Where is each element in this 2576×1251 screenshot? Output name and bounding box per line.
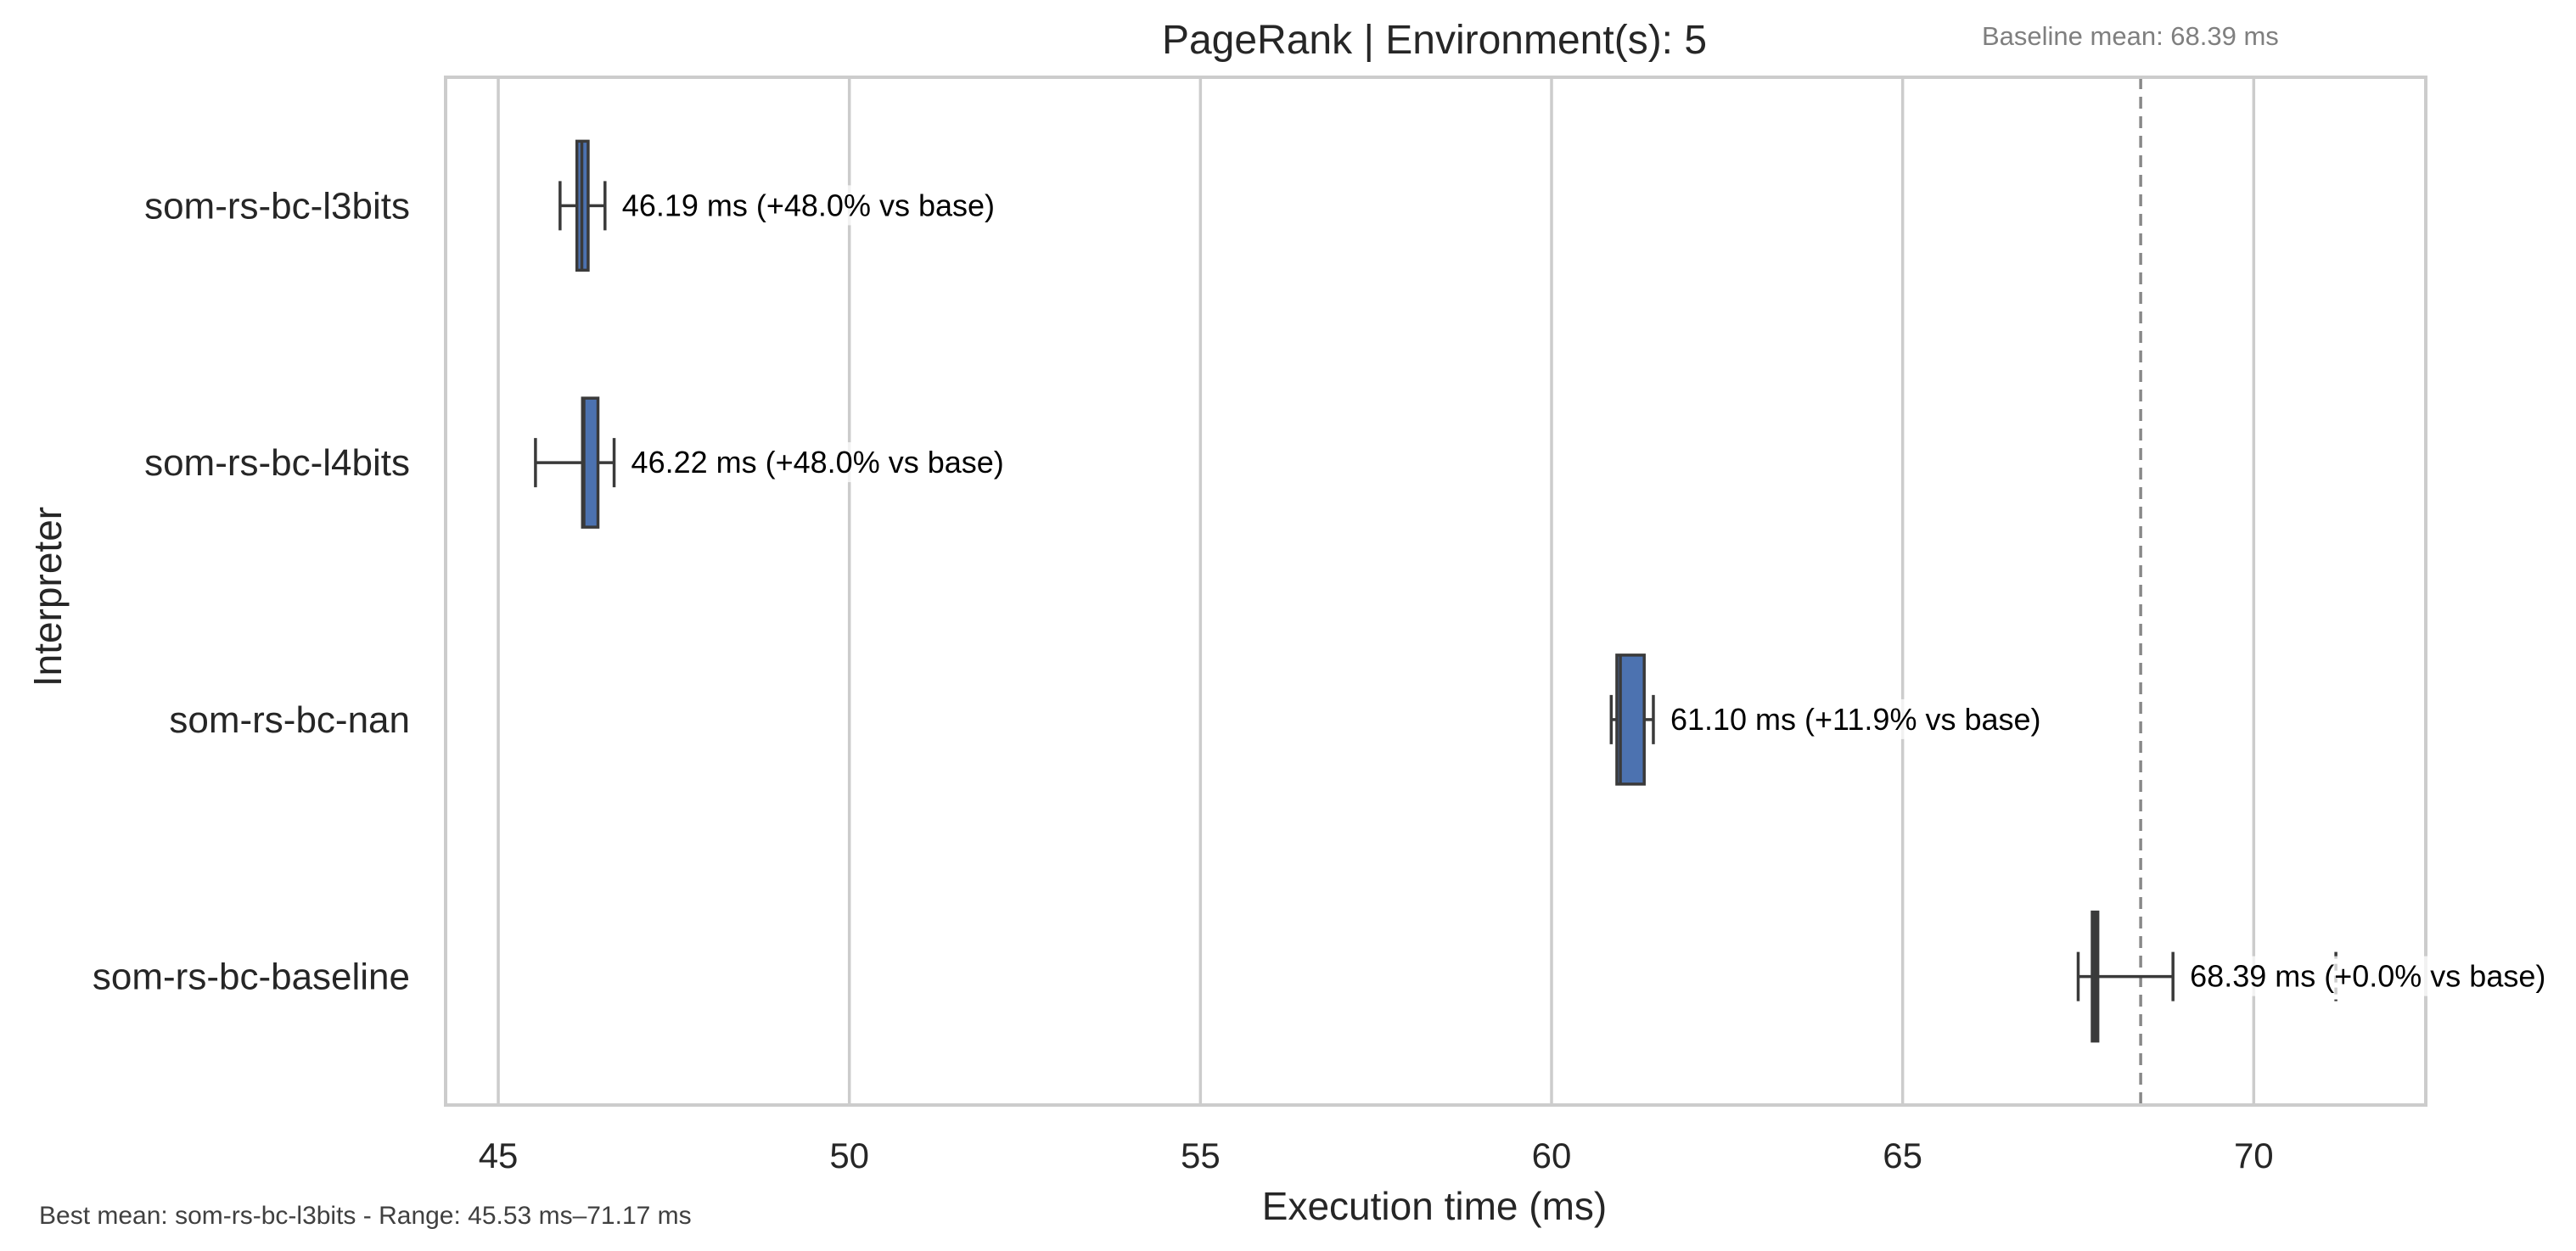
y-category-label: som-rs-bc-nan xyxy=(169,699,410,741)
x-tick-label: 45 xyxy=(479,1136,519,1175)
footnote: Best mean: som-rs-bc-l3bits - Range: 45.… xyxy=(39,1202,692,1230)
y-category-label: som-rs-bc-l4bits xyxy=(144,442,410,484)
value-labels: 46.19 ms (+48.0% vs base) 46.22 ms (+48.0… xyxy=(616,185,2551,996)
plot-frame xyxy=(444,76,2427,1107)
x-tick-label: 60 xyxy=(1532,1136,1572,1175)
y-category-label: som-rs-bc-l3bits xyxy=(144,185,410,227)
value-label-background xyxy=(1664,698,2046,739)
y-category-label: som-rs-bc-baseline xyxy=(93,956,410,998)
x-axis-label: Execution time (ms) xyxy=(1262,1184,1607,1228)
value-label-background xyxy=(626,442,1009,483)
boxes xyxy=(534,139,2337,1043)
y-category-labels: som-rs-bc-l3bits som-rs-bc-l4bits som-rs-b… xyxy=(93,185,410,997)
value-label: 68.39 ms (+0.0% vs base) xyxy=(2190,959,2545,994)
baseline-label: Baseline mean: 68.39 ms xyxy=(1982,21,2279,51)
value-label: 61.10 ms (+11.9% vs base) xyxy=(1670,702,2041,737)
value-label: 46.19 ms (+48.0% vs base) xyxy=(622,188,995,222)
value-label-background xyxy=(616,185,1001,226)
value-label-background xyxy=(2185,956,2551,996)
x-tick-label: 55 xyxy=(1181,1136,1221,1175)
x-tick-label: 50 xyxy=(829,1136,869,1175)
y-axis-label: Interpreter xyxy=(25,507,70,687)
x-tick-labels: 45 50 55 60 65 70 xyxy=(479,1136,2274,1175)
chart-title: PageRank | Environment(s): 5 xyxy=(1162,18,1707,63)
x-tick-label: 65 xyxy=(1883,1136,1922,1175)
value-label: 46.22 ms (+48.0% vs base) xyxy=(631,445,1004,480)
grid xyxy=(497,77,2256,1105)
x-tick-label: 70 xyxy=(2234,1136,2274,1175)
